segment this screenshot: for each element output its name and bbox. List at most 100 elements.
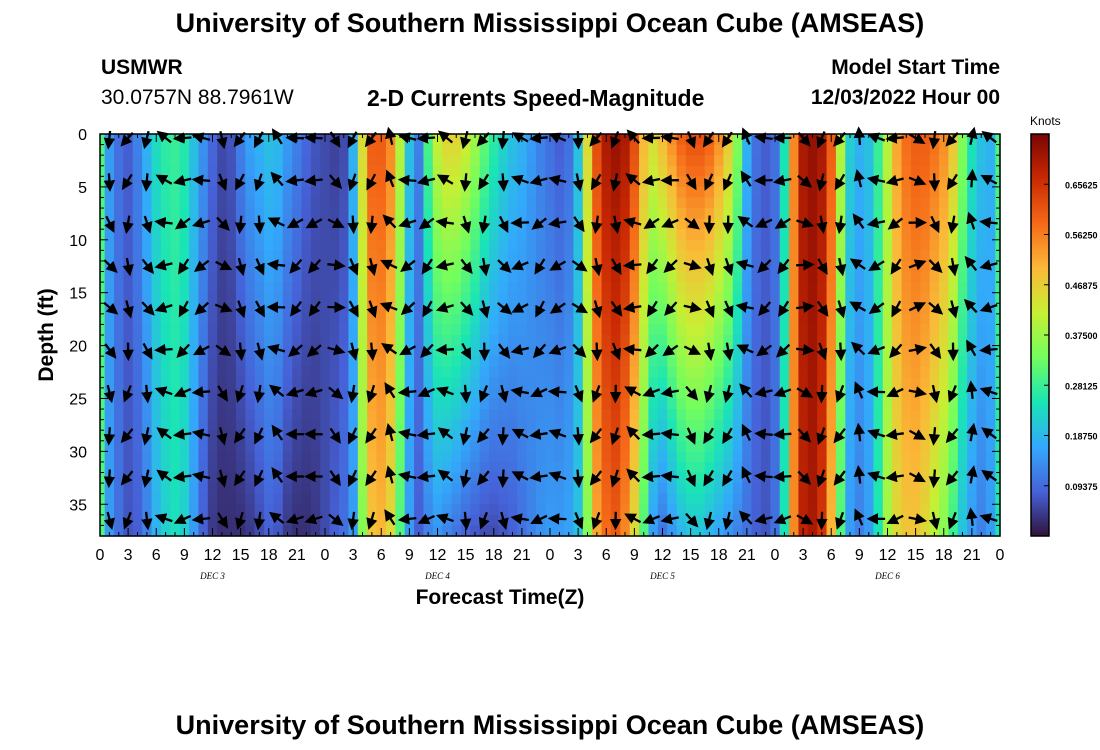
current-vector	[511, 471, 529, 482]
heatmap-cell	[685, 366, 696, 378]
heatmap-cell	[339, 514, 350, 527]
current-vector	[928, 427, 941, 446]
heatmap-cell	[723, 144, 734, 156]
heatmap-cell	[170, 292, 181, 304]
heatmap-cell	[198, 514, 209, 527]
heatmap-cell	[301, 229, 312, 241]
heatmap-cell	[460, 271, 471, 283]
heatmap-cell	[310, 356, 321, 368]
heatmap-cell	[132, 472, 143, 484]
heatmap-cell	[517, 398, 528, 410]
heatmap-cell	[395, 504, 406, 516]
heatmap-cell	[254, 282, 265, 294]
current-vector	[885, 470, 904, 483]
heatmap-cell	[245, 197, 256, 209]
heatmap-cell	[376, 430, 387, 442]
heatmap-cell	[723, 419, 734, 431]
heatmap-cell	[432, 419, 443, 431]
heatmap-cell	[685, 398, 696, 410]
heatmap-cell	[207, 155, 218, 167]
heatmap-cell	[601, 208, 612, 220]
heatmap-cell	[517, 366, 528, 378]
heatmap-cell	[742, 229, 753, 241]
heatmap-cell	[873, 292, 884, 304]
heatmap-cell	[179, 472, 190, 484]
heatmap-cell	[620, 271, 631, 283]
heatmap-cell	[864, 483, 875, 495]
heatmap-cell	[517, 271, 528, 283]
heatmap-cell	[770, 451, 781, 463]
current-vector	[947, 215, 959, 235]
heatmap-cell	[198, 239, 209, 251]
heatmap-cell	[751, 186, 762, 199]
current-vector	[663, 259, 678, 273]
heatmap-cell	[104, 324, 115, 336]
heatmap-cell	[470, 186, 481, 199]
heatmap-cell	[564, 260, 575, 273]
heatmap-cell	[910, 366, 921, 378]
current-vector	[347, 384, 359, 404]
heatmap-cell	[835, 155, 846, 167]
heatmap-cell	[198, 144, 209, 156]
heatmap-cell	[432, 409, 443, 421]
heatmap-cell	[807, 451, 818, 463]
current-vector	[849, 301, 867, 313]
heatmap-cell	[395, 377, 406, 389]
heatmap-cell	[132, 419, 143, 431]
current-vector	[929, 215, 940, 234]
heatmap-cell	[732, 303, 743, 315]
current-vector	[327, 301, 346, 314]
heatmap-cell	[667, 313, 678, 326]
heatmap-cell	[264, 504, 275, 516]
heatmap-cell	[245, 176, 256, 188]
heatmap-cell	[835, 324, 846, 336]
heatmap-cell	[742, 282, 753, 294]
heatmap-cell	[100, 525, 106, 537]
heatmap-cell	[132, 313, 143, 326]
heatmap-cell	[648, 440, 659, 452]
heatmap-cell	[601, 324, 612, 336]
heatmap-cell	[160, 377, 171, 389]
heatmap-cell	[451, 461, 462, 474]
heatmap-cell	[189, 324, 200, 336]
current-vector	[366, 257, 378, 277]
heatmap-cell	[582, 155, 593, 167]
heatmap-cell	[742, 292, 753, 304]
heatmap-cell	[414, 144, 425, 156]
current-vector	[835, 257, 847, 277]
current-vector	[610, 469, 622, 488]
heatmap-cell	[976, 250, 987, 262]
heatmap-cell	[282, 282, 293, 294]
heatmap-cell	[395, 366, 406, 378]
heatmap-cell	[395, 197, 406, 209]
heatmap-cell	[170, 451, 181, 463]
heatmap-cell	[882, 451, 893, 463]
heatmap-cell	[123, 208, 134, 220]
current-vector	[548, 174, 567, 186]
heatmap-cell	[517, 229, 528, 241]
heatmap-cell	[132, 229, 143, 241]
heatmap-cell	[292, 493, 303, 505]
heatmap-cell	[826, 218, 837, 230]
x-tick-label: 12	[654, 547, 672, 564]
heatmap-cell	[432, 218, 443, 230]
heatmap-cell	[610, 366, 621, 378]
heatmap-cell	[479, 271, 490, 283]
heatmap-cell	[114, 144, 125, 156]
current-vector	[908, 513, 928, 525]
heatmap-cell	[620, 335, 631, 347]
current-vector	[103, 384, 115, 404]
heatmap-cell	[882, 250, 893, 262]
heatmap-cell	[226, 387, 237, 400]
heatmap-cell	[100, 451, 106, 463]
heatmap-cell	[235, 483, 246, 495]
heatmap-cell	[601, 409, 612, 421]
heatmap-cell	[123, 493, 134, 505]
current-vector	[754, 428, 773, 440]
heatmap-cell	[451, 377, 462, 389]
heatmap-cell	[798, 461, 809, 474]
heatmap-cell	[414, 271, 425, 283]
heatmap-cell	[685, 271, 696, 283]
heatmap-cell	[695, 239, 706, 251]
heatmap-cell	[470, 504, 481, 516]
